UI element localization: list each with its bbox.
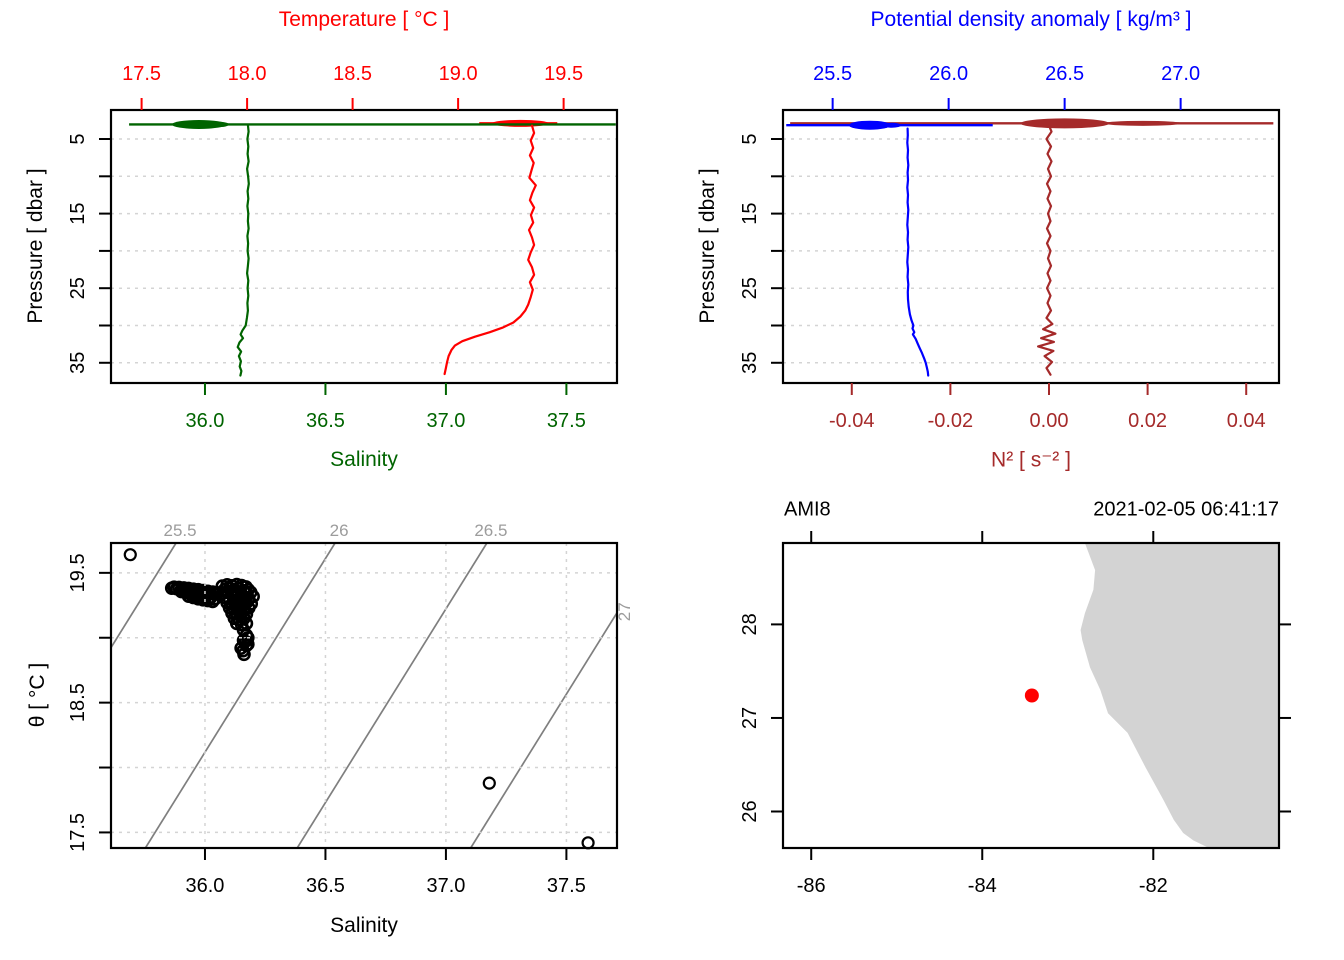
axis-tick-label: 25.5 xyxy=(813,63,852,85)
data-layer xyxy=(786,118,1274,377)
isopycnal-label: 26 xyxy=(330,521,349,540)
axis-tick-label: 36.0 xyxy=(186,410,225,432)
axis-tick-label: 5 xyxy=(739,133,761,144)
axis-tick-label: 28 xyxy=(739,613,761,635)
n2-axis-title: N² [ s⁻² ] xyxy=(991,448,1071,472)
map-layer xyxy=(1024,543,1279,848)
panel-map: -86 -84 -82 28 27 26 xyxy=(739,531,1291,897)
ts-point xyxy=(205,594,220,609)
station-datetime-title: 2021-02-05 06:41:17 xyxy=(1093,498,1279,521)
axis-tick-label: -84 xyxy=(968,875,997,897)
surface-blob xyxy=(848,120,891,130)
axis-tick-label: 19.0 xyxy=(439,63,478,85)
axis-tick-label: -0.04 xyxy=(829,410,875,432)
axis-tick-label: 0.04 xyxy=(1227,410,1266,432)
axis-tick-label: 0.00 xyxy=(1030,410,1069,432)
isopycnal-label: 25.5 xyxy=(164,521,197,540)
plot-frame xyxy=(781,108,1281,385)
ts-outlier-point xyxy=(482,776,496,790)
axis-tick-label: 36.5 xyxy=(306,875,345,897)
axis-tick-label: 19.5 xyxy=(544,63,583,85)
pressure-axis-title-left-panel: Pressure [ dbar ] xyxy=(24,168,47,324)
axis-tick-label: 25 xyxy=(739,277,761,299)
data-layer xyxy=(129,119,616,377)
theta-axis-title: θ [ °C ] xyxy=(26,662,49,728)
isopycnal-contour xyxy=(111,543,177,650)
surface-blob xyxy=(1020,118,1110,129)
panel-top-right: 25.5 26.0 26.5 27.0 -0.04 -0.02 0.00 0.02 0.04 5 1… xyxy=(739,63,1281,432)
pressure-axis-title-right-panel: Pressure [ dbar ] xyxy=(696,168,719,324)
surface-blob xyxy=(204,121,230,128)
axis-tick-label: 35 xyxy=(67,352,89,374)
ts-outlier-point xyxy=(123,548,137,562)
axis-tick-label: 15 xyxy=(67,202,89,224)
isopycnal-label: 27 xyxy=(615,602,634,621)
n2-profile xyxy=(1036,124,1057,376)
salinity-profile xyxy=(236,123,250,377)
axis-tick-label: 17.5 xyxy=(122,63,161,85)
station-marker xyxy=(1024,688,1039,703)
land-polygon xyxy=(1080,543,1279,848)
axis-tick-label: 37.0 xyxy=(426,875,465,897)
contour-layer xyxy=(111,543,617,848)
axis-tick-label: 26.5 xyxy=(1045,63,1084,85)
axis-tick-label: 26.0 xyxy=(929,63,968,85)
axis-tick-label: -0.02 xyxy=(928,410,974,432)
ts-outlier-point xyxy=(581,836,595,850)
panel-ts-diagram: 25.5 26 26.5 27 36.0 36.5 37.0 37.5 19.5 18.5 17.5 xyxy=(67,521,634,897)
axis-tick-label: 5 xyxy=(67,133,89,144)
temperature-axis-title: Temperature [ °C ] xyxy=(278,8,450,31)
axis-tick-label: 35 xyxy=(739,352,761,374)
axis-tick-label: -86 xyxy=(797,875,826,897)
axis-tick-label: 0.02 xyxy=(1128,410,1167,432)
station-name-title: AMI8 xyxy=(784,498,831,521)
isopycnal-contour xyxy=(469,611,617,848)
scatter-layer xyxy=(164,577,260,662)
axis-tick-label: 15 xyxy=(739,202,761,224)
plot-frame xyxy=(109,108,619,385)
axis-tick-label: 37.5 xyxy=(547,410,586,432)
surface-blob xyxy=(1103,120,1183,126)
axis-tick-label: 27.0 xyxy=(1161,63,1200,85)
axis-tick-label: 18.5 xyxy=(67,683,89,722)
potential-density-anomaly-profile xyxy=(906,127,930,377)
axis-tick-label: 17.5 xyxy=(67,813,89,852)
axis-tick-label: -82 xyxy=(1139,875,1168,897)
plot-frame xyxy=(781,541,1281,850)
salinity-axis-title-profile: Salinity xyxy=(330,448,398,471)
axis-tick-label: 37.0 xyxy=(426,410,465,432)
axis-tick-label: 37.5 xyxy=(547,875,586,897)
axis-tick-label: 36.0 xyxy=(186,875,225,897)
salinity-axis-title-ts: Salinity xyxy=(330,914,398,937)
axis-tick-label: 19.5 xyxy=(67,553,89,592)
axis-tick-label: 36.5 xyxy=(306,410,345,432)
panel-top-left: 17.5 18.0 18.5 19.0 19.5 36.0 36.5 37.0 37.5 5 15 2… xyxy=(67,63,619,432)
ts-point xyxy=(241,630,255,645)
isopycnal-contour xyxy=(144,543,336,848)
surface-blob xyxy=(882,122,902,128)
axis-tick-label: 18.0 xyxy=(228,63,267,85)
density-axis-title: Potential density anomaly [ kg/m³ ] xyxy=(870,8,1192,31)
ts-point xyxy=(237,647,251,662)
axis-tick-label: 26 xyxy=(739,800,761,822)
plot-frame xyxy=(109,541,619,850)
axis-tick-label: 18.5 xyxy=(333,63,372,85)
isopycnal-contour xyxy=(296,543,488,848)
temperature-profile xyxy=(443,124,537,376)
isopycnal-label: 26.5 xyxy=(474,521,507,540)
axis-tick-label: 25 xyxy=(67,277,89,299)
axis-tick-label: 27 xyxy=(739,707,761,729)
